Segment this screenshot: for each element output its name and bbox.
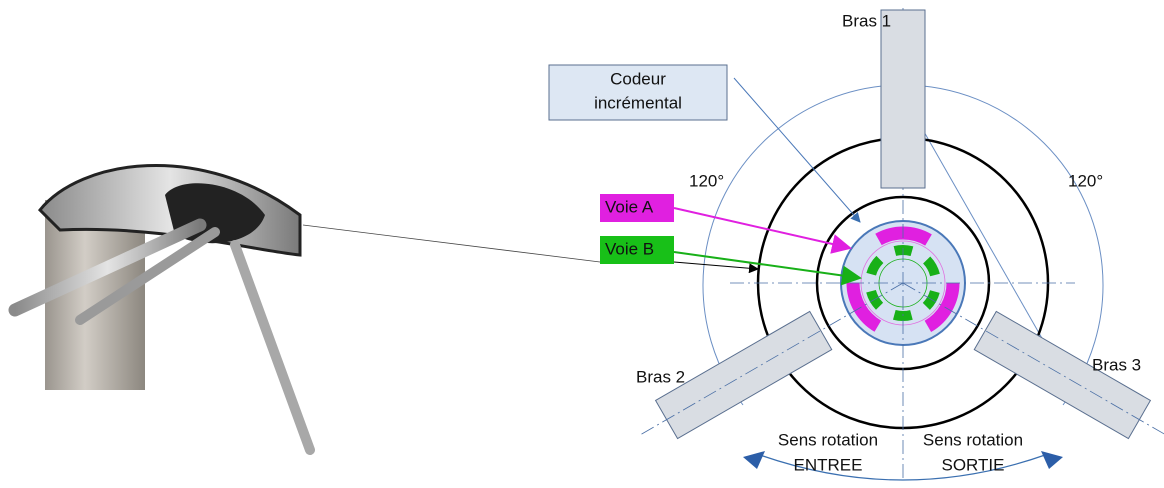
arm-3 (974, 311, 1150, 438)
label: Sens rotation (778, 430, 878, 449)
page: {"labels": {"bras_1": "Bras 1", "bras_2"… (0, 0, 1164, 488)
encoder-arrow (734, 78, 860, 222)
label: SORTIE (942, 455, 1005, 474)
turnstile-photo (15, 165, 310, 450)
label: Voie A (605, 197, 654, 216)
rotation-arrow (743, 451, 765, 469)
label: ENTREE (794, 455, 863, 474)
diagram: Bras 1 Codeur incrémental 120° 120° Voie… (0, 0, 1164, 488)
leader-line (303, 225, 600, 262)
label: 120° (1068, 171, 1103, 190)
label: 120° (689, 171, 724, 190)
label: Bras 3 (1092, 355, 1141, 374)
arm-1 (881, 10, 925, 188)
pointer-arrow (674, 262, 758, 269)
label: Voie B (605, 239, 654, 258)
label: Bras 2 (636, 367, 685, 386)
voie-a-arrow (674, 208, 850, 248)
label: Bras 1 (842, 11, 891, 30)
voie-b-arrow (674, 252, 860, 278)
label: Sens rotation (923, 430, 1023, 449)
label: Codeur (610, 69, 666, 88)
label: incrémental (594, 93, 682, 112)
rotation-arrow (1041, 451, 1063, 469)
